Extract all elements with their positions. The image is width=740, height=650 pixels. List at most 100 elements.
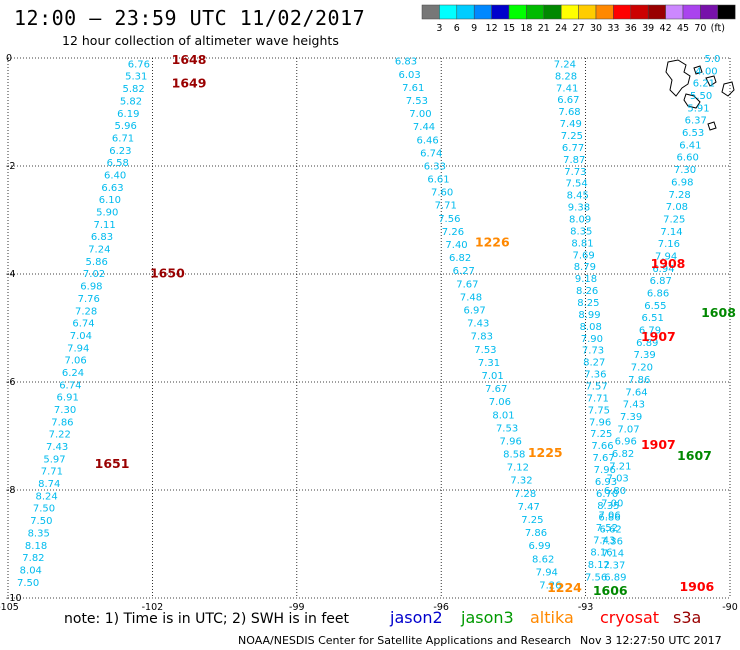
swh-value: 7.94 [655,251,677,262]
swh-value: 8.28 [555,71,577,82]
swh-value: 6.19 [117,109,139,120]
swh-value: 6.24 [62,368,84,379]
swh-value: 7.30 [54,405,76,416]
swh-value: 6.63 [101,183,123,194]
swh-value: 7.25 [521,515,543,526]
swh-value: 7.06 [64,356,86,367]
swh-value: 7.12 [507,463,529,474]
swh-value: 6.79 [639,326,661,337]
swh-value: 6.51 [642,313,664,324]
swh-value: 6.10 [99,195,121,206]
swh-value: 6.91 [57,393,79,404]
color-scale-swatch [508,4,527,20]
galapagos-coastline [665,59,735,131]
swh-value: 7.25 [663,214,685,225]
swh-value: 7.37 [603,560,625,571]
swh-value: 7.43 [46,442,68,453]
pass-time-label: 1907 [641,437,676,452]
swh-value: 8.99 [578,310,600,321]
color-scale-label: 15 [503,23,515,34]
color-scale-label: 3 [436,23,442,34]
swh-value: 6.74 [420,148,442,159]
swh-value: 7.67 [456,279,478,290]
color-scale-label: 39 [642,23,654,34]
pass-time-label: 1607 [677,448,712,463]
swh-value: 6.86 [598,513,620,524]
swh-value: 7.67 [592,453,614,464]
swh-value: 5.86 [86,257,108,268]
color-scale-label: 18 [520,23,532,34]
color-scale-swatch [456,4,475,20]
swh-value: 7.50 [17,578,39,589]
swh-value: 7.43 [467,319,489,330]
swh-value: 6.37 [685,116,707,127]
swh-value: 7.75 [588,405,610,416]
y-tick-label: 0 [6,53,12,64]
swh-value: 7.24 [88,245,110,256]
pass-time-label: 1906 [679,579,714,594]
color-scale-label: 45 [677,23,689,34]
chart-axes: -105 -102 -99 -96 -93 -90 0 -2 -4 -6 -8 -10 [0,53,738,613]
pass-time-label: 1908 [651,256,686,271]
pass-time-label: 1649 [172,75,207,90]
swh-value: 8.09 [569,214,591,225]
swh-value: 7.53 [496,423,518,434]
swh-value: 7.28 [668,190,690,201]
swh-value: 8.62 [532,554,554,565]
color-scale-swatch [700,4,719,20]
swh-value: 7.71 [587,393,609,404]
swh-value: 6.89 [604,572,626,583]
pass-time-label: 1225 [528,445,563,460]
swh-value: 6.74 [59,380,81,391]
color-scale-label: 12 [486,23,498,34]
color-scale-swatch [560,4,579,20]
page-title: 12:00 – 23:59 UTC 11/02/2017 [14,6,366,30]
pass-time-label: 1907 [641,329,676,344]
swh-value: 6.74 [72,319,94,330]
swh-value: 6.58 [107,158,129,169]
swh-value: 7.32 [510,476,532,487]
swh-value: 7.52 [596,523,618,534]
swh-value: 7.50 [30,516,52,527]
swh-value: 6.96 [615,437,637,448]
y-tick-label: -6 [6,377,15,388]
footer-note: note: 1) Time is in UTC; 2) SWH is in fe… [64,611,350,627]
swh-value: 8.27 [583,358,605,369]
swh-value: 6.53 [682,128,704,139]
swh-value: 6.71 [112,133,134,144]
swh-value: 7.25 [590,429,612,440]
swh-value: 8.58 [503,450,525,461]
swh-value: 7.30 [674,165,696,176]
swh-value: 7.83 [471,332,493,343]
swh-value: 6.23 [109,146,131,157]
pass-time-label: 1648 [172,52,207,67]
swh-value: 7.11 [93,220,115,231]
swh-value: 6.93 [595,477,617,488]
swh-value: 7.00 [601,498,623,509]
swh-value: 6.62 [600,525,622,536]
swh-value: 6.98 [671,177,693,188]
swh-value: 7.06 [598,511,620,522]
swh-value: 7.02 [83,269,105,280]
color-scale-label: 6 [454,23,460,34]
y-tick-label: -4 [6,269,15,280]
time-labels: 1648 1649 1650 1651 1226 1225 1224 1908 1907 1907… [95,52,736,598]
color-scale-swatch [682,4,701,20]
color-scale-label: 27 [573,23,585,34]
swh-value: 7.96 [594,465,616,476]
color-scale-swatch [647,4,666,20]
swh-value: 7.73 [582,346,604,357]
swh-value: 8.35 [570,226,592,237]
legend-jason2: jason2 [390,608,443,627]
swh-value: 6.27 [453,266,475,277]
swh-value: 7.94 [536,567,558,578]
coastline-path [693,65,703,75]
credit-organization: NOAA/NESDIS Center for Satellite Applica… [238,634,572,647]
color-scale-label: 42 [660,23,672,34]
swh-value: 6.55 [644,301,666,312]
color-scale-label: 24 [555,23,567,34]
x-tick-label: -96 [433,602,449,613]
color-scale-label: 70 [694,23,706,34]
swh-value: 7.96 [500,436,522,447]
swh-value: 6.83 [395,57,417,68]
